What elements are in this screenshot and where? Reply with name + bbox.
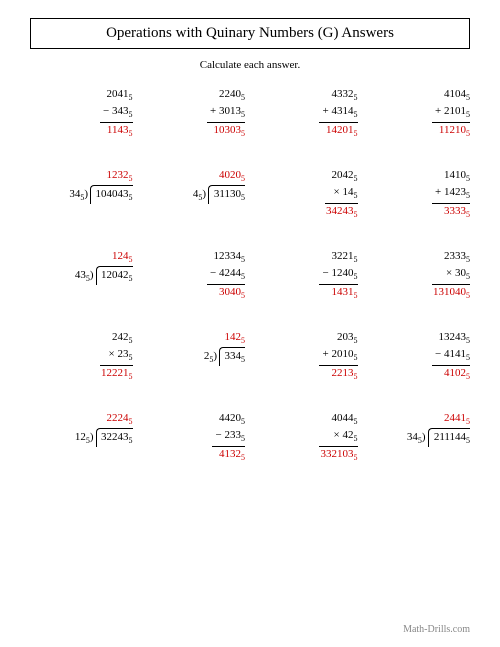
dividend: 3345 [219,347,245,366]
operand-top: 23335 [368,249,471,266]
operand-top: 43325 [255,87,358,104]
operand-bottom: + 30135 [143,104,246,123]
divisor: 25) [204,349,219,366]
operand-top: 2425 [30,330,133,347]
problem-cell: 12325345)1040435 [30,168,133,221]
instruction-text: Calculate each answer. [30,59,470,71]
operand-bottom: − 12405 [255,266,358,285]
operand-top: 123345 [143,249,246,266]
divisor: 345) [69,187,90,204]
problem-cell: 22245125)322435 [30,411,133,464]
division: 345)1040435 [69,185,132,204]
operand-bottom: × 145 [255,185,358,204]
operand-bottom: − 42445 [143,266,246,285]
operand-bottom: + 20105 [255,347,358,366]
answer: 30405 [143,285,246,302]
operand-bottom: × 305 [368,266,471,285]
quotient: 22245 [30,411,133,428]
answer: 14315 [255,285,358,302]
problem-cell: 1245435)120425 [30,249,133,302]
dividend: 120425 [96,266,133,285]
answer: 142015 [255,123,358,140]
problem-cell: 142525)3345 [143,330,246,383]
answer: 41325 [143,447,246,464]
operand-bottom: + 43145 [255,104,358,123]
answer: 1310405 [368,285,471,302]
operand-top: 14105 [368,168,471,185]
operand-top: 20425 [255,168,358,185]
operand-top: 22405 [143,87,246,104]
operand-bottom: + 14235 [368,185,471,204]
problem-cell: 44205− 233541325 [143,411,246,464]
footer-text: Math-Drills.com [403,624,470,635]
quotient: 24415 [368,411,471,428]
operand-bottom: × 235 [30,347,133,366]
dividend: 2111445 [428,428,471,447]
quotient: 12325 [30,168,133,185]
operand-bottom: − 2335 [143,428,246,447]
problem-cell: 4020545)311305 [143,168,246,221]
operand-top: 20415 [30,87,133,104]
answer: 3321035 [255,447,358,464]
divisor: 125) [75,430,96,447]
problem-cell: 32215− 1240514315 [255,249,358,302]
division: 435)120425 [75,266,133,285]
operand-top: 44205 [143,411,246,428]
answer: 342435 [255,204,358,221]
problem-cell: 40445× 4253321035 [255,411,358,464]
operand-bottom: − 3435 [30,104,133,123]
dividend: 311305 [208,185,245,204]
problem-cell: 41045+ 21015112105 [368,87,471,140]
problem-cell: 22405+ 30135103035 [143,87,246,140]
problem-cell: 132435− 4141541025 [368,330,471,383]
quotient: 1425 [143,330,246,347]
operand-top: 32215 [255,249,358,266]
answer: 103035 [143,123,246,140]
page-title: Operations with Quinary Numbers (G) Answ… [30,18,470,49]
answer: 112105 [368,123,471,140]
divisor: 45) [193,187,208,204]
problem-cell: 2035+ 2010522135 [255,330,358,383]
problem-cell: 23335× 3051310405 [368,249,471,302]
dividend: 322435 [96,428,133,447]
problem-grid: 20415− 34351143522405+ 3013510303543325+… [30,87,470,464]
division: 25)3345 [204,347,245,366]
problem-cell: 2425× 235122215 [30,330,133,383]
divisor: 345) [407,430,428,447]
answer: 33335 [368,204,471,221]
problem-cell: 43325+ 43145142015 [255,87,358,140]
problem-cell: 24415345)2111445 [368,411,471,464]
division: 345)2111445 [407,428,470,447]
answer: 122215 [30,366,133,383]
answer: 11435 [30,123,133,140]
divisor: 435) [75,268,96,285]
answer: 41025 [368,366,471,383]
dividend: 1040435 [90,185,133,204]
quotient: 40205 [143,168,246,185]
answer: 22135 [255,366,358,383]
quotient: 1245 [30,249,133,266]
division: 45)311305 [193,185,245,204]
operand-top: 132435 [368,330,471,347]
problem-cell: 20415− 343511435 [30,87,133,140]
division: 125)322435 [75,428,133,447]
problem-cell: 123345− 4244530405 [143,249,246,302]
operand-top: 40445 [255,411,358,428]
operand-top: 2035 [255,330,358,347]
operand-bottom: + 21015 [368,104,471,123]
problem-cell: 14105+ 1423533335 [368,168,471,221]
problem-cell: 20425× 145342435 [255,168,358,221]
operand-bottom: − 41415 [368,347,471,366]
operand-bottom: × 425 [255,428,358,447]
operand-top: 41045 [368,87,471,104]
